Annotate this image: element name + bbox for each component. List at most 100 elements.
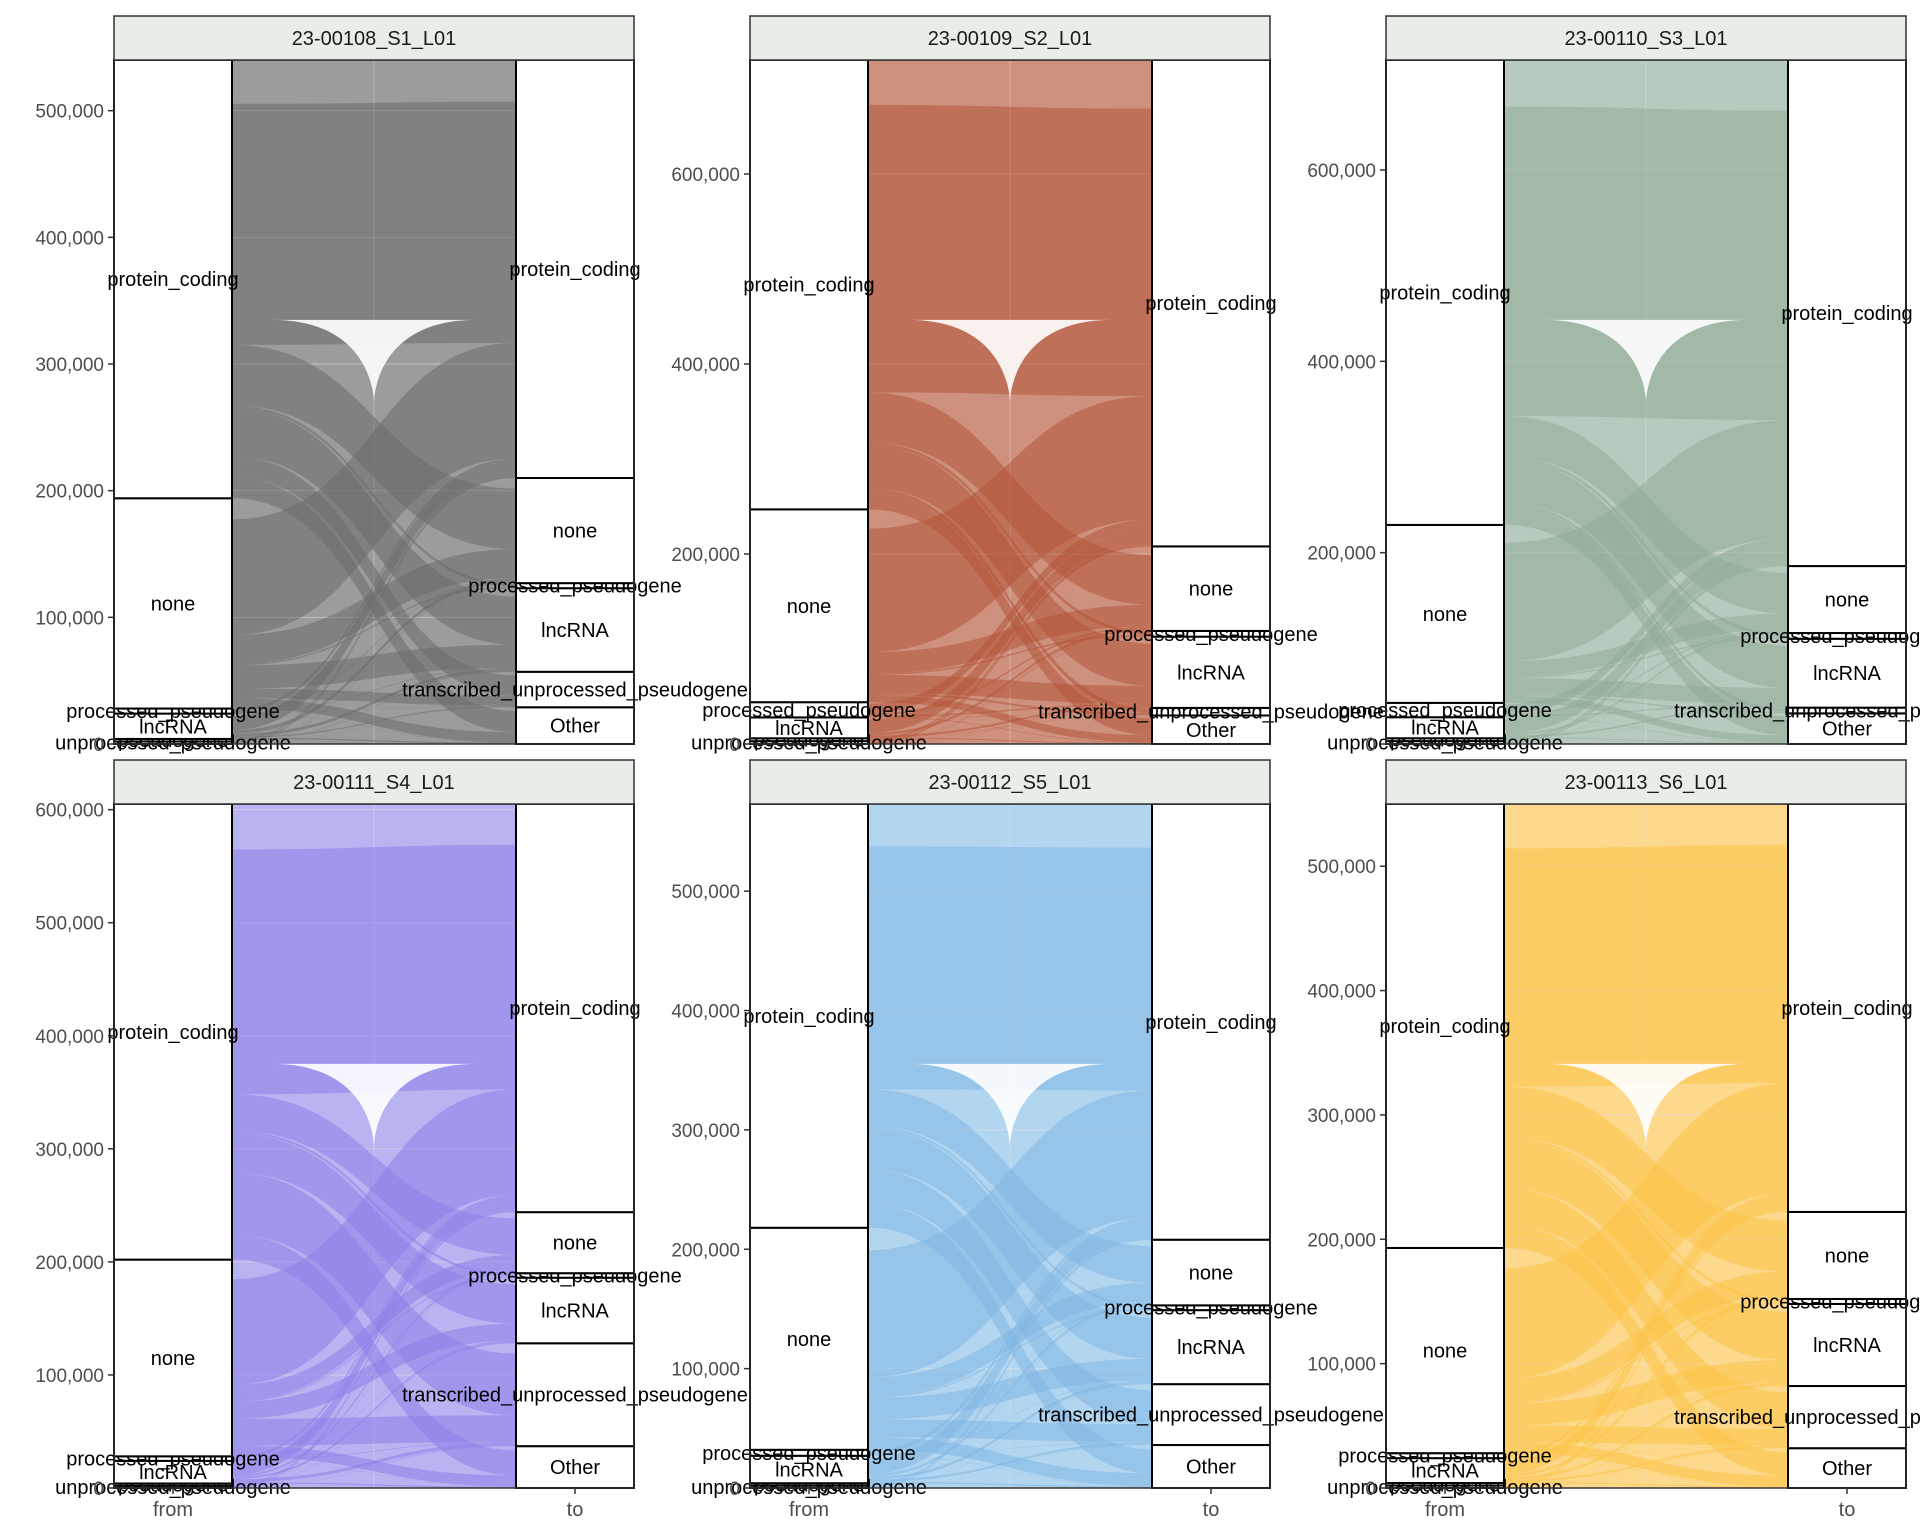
flow-ribbon-23 bbox=[1504, 1294, 1788, 1457]
to-axis-strata: Other transcribed_unprocessed_pseudogene l… bbox=[1038, 803, 1384, 1489]
facet-strip-title: 23-00110_S3_L01 bbox=[1564, 28, 1727, 50]
facet-strip-title: 23-00112_S5_L01 bbox=[928, 772, 1091, 794]
from-stratum-label: protein_coding bbox=[1379, 1016, 1510, 1038]
flow-ribbon-25 bbox=[232, 698, 516, 743]
flow-ribbon-31 bbox=[1504, 506, 1788, 736]
flow-ribbon-33 bbox=[868, 1128, 1152, 1359]
flow-ribbon-20 bbox=[232, 1441, 516, 1461]
to-stratum-label: lncRNA bbox=[1177, 1337, 1245, 1359]
y-tick-label: 500,000 bbox=[35, 914, 104, 935]
x-tick-label: from bbox=[153, 1499, 193, 1521]
flow-ribbon-20 bbox=[868, 1441, 1152, 1456]
flow-ribbon-7 bbox=[868, 741, 1152, 744]
facet-panel-1: unprocessed_pseudogenepseudogenelncRNApr… bbox=[35, 15, 748, 756]
facet-panel-2: unprocessed_pseudogenepseudogenelncRNApr… bbox=[671, 15, 1384, 756]
to-stratum-label: protein_coding bbox=[1145, 293, 1276, 315]
flow-ribbon-28 bbox=[232, 1276, 516, 1402]
from-stratum bbox=[1385, 1246, 1505, 1455]
facet-strip bbox=[1385, 759, 1907, 805]
y-tick-label: 0 bbox=[93, 735, 104, 756]
facet-panel-3: unprocessed_pseudogenepseudogenelncRNApr… bbox=[1307, 15, 1920, 756]
flow-ribbon-34 bbox=[1504, 457, 1788, 638]
flow-ribbon-32 bbox=[1504, 502, 1788, 712]
flow-ribbon-15 bbox=[232, 1340, 516, 1480]
flow-ribbon-35 bbox=[1504, 1086, 1788, 1272]
y-tick-label: 0 bbox=[729, 735, 740, 756]
to-stratum-label: Other bbox=[1186, 1457, 1236, 1479]
flow-highlight bbox=[272, 1063, 476, 1146]
facet-strip bbox=[113, 15, 635, 61]
to-stratum-label: none bbox=[1189, 579, 1234, 601]
from-stratum-label: protein_coding bbox=[107, 269, 238, 291]
flow-ribbon-35 bbox=[868, 392, 1152, 605]
flow-ribbon-32 bbox=[868, 1169, 1152, 1425]
flow-ribbon-26 bbox=[1504, 694, 1788, 714]
flow-ribbon-22 bbox=[1504, 638, 1788, 716]
to-stratum-label: transcribed_unprocessed_pseudogene bbox=[1038, 702, 1384, 724]
flow-ribbon-34 bbox=[232, 405, 516, 587]
flow-ribbon-33 bbox=[232, 1133, 516, 1324]
from-stratum-label: lncRNA bbox=[775, 718, 843, 740]
flow-ribbon-31 bbox=[868, 1203, 1152, 1474]
y-tick-label: 400,000 bbox=[671, 355, 740, 376]
to-stratum bbox=[1151, 803, 1271, 1241]
flow-ribbon-31 bbox=[232, 477, 516, 733]
flow-ribbon-32 bbox=[232, 456, 516, 696]
flow-ribbon-8 bbox=[868, 715, 1152, 742]
from-stratum bbox=[749, 1226, 869, 1451]
y-tick-label: 600,000 bbox=[35, 801, 104, 822]
from-stratum-label: protein_coding bbox=[107, 1022, 238, 1044]
from-stratum-label: protein_coding bbox=[743, 1006, 874, 1028]
flow-ribbon-31 bbox=[232, 1234, 516, 1476]
to-stratum bbox=[515, 706, 635, 745]
from-stratum-label: lncRNA bbox=[1411, 1461, 1479, 1483]
from-stratum-label: lncRNA bbox=[139, 716, 207, 738]
flow-ribbon-3 bbox=[232, 1343, 516, 1488]
facet-strip-title: 23-00111_S4_L01 bbox=[293, 772, 455, 794]
flow-ribbon-13 bbox=[868, 737, 1152, 744]
from-stratum-label: lncRNA bbox=[139, 1462, 207, 1484]
flow-ribbon-34 bbox=[868, 442, 1152, 635]
to-stratum-label: none bbox=[553, 521, 598, 543]
flow-ribbon-5 bbox=[232, 1273, 516, 1488]
from-stratum-label: protein_coding bbox=[743, 275, 874, 297]
to-stratum-label: protein_coding bbox=[1781, 998, 1912, 1020]
flow-ribbon-30 bbox=[232, 342, 516, 635]
flow-ribbon-21 bbox=[868, 703, 1152, 717]
from-axis-strata: unprocessed_pseudogenepseudogenelncRNApr… bbox=[1327, 59, 1563, 755]
to-stratum-label: transcribed_unprocessed_pseudogene bbox=[1038, 1405, 1384, 1427]
facet-strip bbox=[749, 15, 1271, 61]
to-stratum-label: none bbox=[553, 1233, 598, 1255]
to-axis-strata: Othertranscribed_unprocessed_pseudogenel… bbox=[402, 803, 748, 1489]
flow-ribbon-6 bbox=[868, 1238, 1152, 1488]
to-stratum bbox=[515, 1211, 635, 1275]
flow-ribbon-13 bbox=[232, 1482, 516, 1488]
y-tick-label: 0 bbox=[1365, 735, 1376, 756]
flow-ribbons bbox=[868, 104, 1152, 744]
flow-ribbon-32 bbox=[232, 1172, 516, 1416]
to-stratum-label: lncRNA bbox=[1813, 663, 1881, 685]
flow-ribbon-13 bbox=[1504, 737, 1788, 744]
y-tick-label: 200,000 bbox=[671, 545, 740, 566]
flow-ribbon-3 bbox=[868, 707, 1152, 744]
to-stratum-label: none bbox=[1825, 1245, 1870, 1267]
from-stratum-label: protein_coding bbox=[1379, 282, 1510, 304]
flow-ribbon-3 bbox=[232, 671, 516, 744]
flow-ribbon-23 bbox=[1504, 629, 1788, 716]
to-stratum bbox=[1787, 1385, 1907, 1450]
flow-ribbon-7 bbox=[232, 1485, 516, 1488]
to-stratum-label: Other bbox=[1822, 719, 1872, 741]
flow-ribbon-4 bbox=[232, 1277, 516, 1488]
facet-panel-4: unprocessed_pseudogenepseudogenelncRNApr… bbox=[35, 759, 748, 1521]
to-axis-strata: Othertranscribed_unprocessed_pseudogenel… bbox=[1038, 59, 1384, 745]
to-stratum-label: lncRNA bbox=[1177, 662, 1245, 684]
flow-ribbon-7 bbox=[1504, 1485, 1788, 1488]
flow-ribbon-19 bbox=[868, 1455, 1152, 1487]
to-stratum bbox=[515, 587, 635, 673]
from-stratum bbox=[749, 1454, 869, 1485]
y-tick-label: 200,000 bbox=[35, 482, 104, 503]
flow-ribbon-23 bbox=[868, 626, 1152, 716]
from-axis-strata: unprocessed_pseudogenepseudogenelncRNApr… bbox=[55, 803, 291, 1499]
flow-ribbon-36 bbox=[868, 104, 1152, 397]
